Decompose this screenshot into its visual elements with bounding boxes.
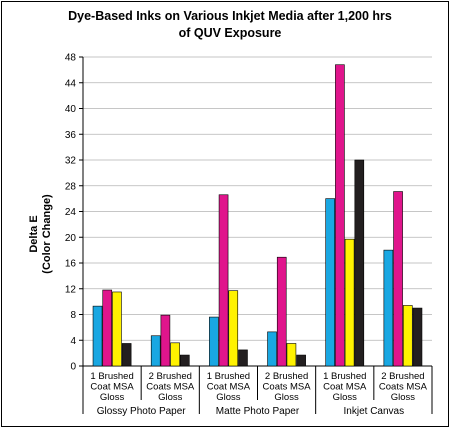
y-axis-label-line2: (Color Change) (41, 194, 53, 274)
y-tick-label: 44 (65, 78, 77, 89)
bar (325, 198, 336, 367)
chart-title-line2: of QUV Exposure (178, 26, 282, 40)
bar (402, 305, 413, 367)
bar (150, 335, 161, 367)
y-tick-label: 36 (65, 130, 77, 141)
x-category-label: Gloss (100, 392, 125, 403)
chart-title: Dye-Based Inks on Various Inkjet Media a… (30, 8, 430, 42)
x-category-label: Coats MSA (379, 382, 428, 393)
x-category-label: Gloss (216, 392, 241, 403)
y-tick-label: 16 (65, 259, 77, 270)
bar (344, 238, 355, 367)
x-category-label: 2 Brushed (149, 371, 192, 382)
x-category-label: Gloss (391, 392, 416, 403)
y-tick-label: 20 (65, 233, 77, 244)
y-tick-label: 12 (65, 284, 77, 295)
x-category-label: Coats MSA (263, 382, 312, 393)
bar (354, 159, 365, 367)
y-tick-label: 48 (65, 53, 77, 64)
bar (276, 256, 287, 367)
y-tick-label: 4 (70, 336, 76, 347)
bar (170, 342, 180, 367)
bar (335, 64, 345, 367)
y-tick-label: 28 (65, 181, 77, 192)
x-category-label: 1 Brushed (207, 371, 250, 382)
bar (112, 291, 122, 367)
x-category-label: Gloss (274, 392, 299, 403)
bar (180, 354, 190, 367)
x-category-label: Coats MSA (146, 382, 195, 393)
bar (238, 349, 248, 367)
bar (218, 194, 229, 367)
axes (79, 56, 433, 414)
gridlines (83, 56, 432, 341)
x-category-label: 2 Brushed (265, 371, 308, 382)
x-group-label: Glossy Photo Paper (97, 406, 187, 417)
chart-title-line1: Dye-Based Inks on Various Inkjet Media a… (68, 9, 392, 23)
bar (102, 289, 113, 367)
x-group-label: Matte Photo Paper (216, 406, 300, 417)
bar (296, 354, 306, 367)
x-group-label: Inkjet Canvas (344, 406, 405, 417)
bar (209, 316, 219, 367)
x-category-label: Gloss (158, 392, 183, 403)
y-tick-label: 40 (65, 104, 77, 115)
y-tick-label: 32 (65, 156, 77, 167)
x-category-label: 1 Brushed (90, 371, 133, 382)
x-category-label: Gloss (333, 392, 358, 403)
y-tick-label: 0 (70, 362, 76, 373)
bar (228, 290, 239, 367)
x-category-label: Coat MSA (207, 382, 251, 393)
bar (92, 305, 103, 367)
bars (92, 64, 423, 367)
x-category-label: 1 Brushed (323, 371, 366, 382)
bar (383, 249, 394, 367)
bar (412, 307, 423, 367)
x-category-label: 2 Brushed (381, 371, 424, 382)
bar (121, 343, 132, 367)
y-tick-label: 8 (70, 310, 76, 321)
bar (267, 331, 277, 367)
x-category-label: Coat MSA (323, 382, 367, 393)
bar (160, 314, 171, 367)
y-axis-label-line1: Delta E (28, 215, 40, 252)
bar (286, 343, 297, 367)
bar (393, 191, 403, 367)
y-tick-label: 24 (65, 207, 77, 218)
x-category-label: Coat MSA (90, 382, 134, 393)
